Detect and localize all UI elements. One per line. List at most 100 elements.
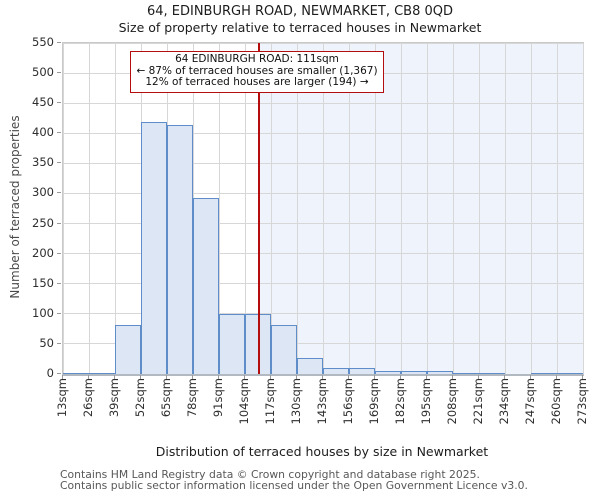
y-tick-mark (57, 42, 61, 43)
y-tick-mark (57, 132, 61, 134)
x-tick-label: 52sqm (132, 378, 147, 418)
x-tick-label: 182sqm (392, 378, 407, 425)
y-tick-mark (57, 373, 61, 374)
v-gridline (322, 43, 324, 374)
x-tick-label: 117sqm (262, 378, 277, 425)
histogram-bar (557, 372, 583, 374)
y-tick-mark (57, 72, 61, 74)
v-gridline (296, 43, 298, 374)
y-tick-label: 100 (32, 305, 54, 320)
x-tick-mark (296, 375, 297, 379)
y-tick-label: 400 (32, 125, 54, 140)
annotation-line-2: ← 87% of terraced houses are smaller (1,… (136, 64, 378, 77)
histogram-bar (349, 367, 375, 374)
y-tick-label: 300 (32, 185, 54, 200)
y-tick-label: 50 (39, 335, 54, 350)
x-tick-label: 13sqm (54, 378, 69, 418)
plot-area: 64 EDINBURGH ROAD: 111sqm ← 87% of terra… (62, 42, 584, 376)
y-axis-label: Number of terraced properties (8, 115, 22, 299)
x-tick-mark (192, 375, 193, 379)
y-tick-label: 500 (32, 65, 54, 80)
x-tick-label: 65sqm (158, 378, 173, 418)
x-tick-mark (426, 375, 427, 379)
v-gridline (88, 43, 90, 374)
v-gridline (348, 43, 350, 374)
y-tick-label: 0 (46, 366, 54, 380)
footer-attribution-2: Contains public sector information licen… (60, 479, 528, 492)
y-tick-mark (57, 312, 61, 314)
y-tick-mark (57, 162, 61, 164)
v-gridline (530, 43, 532, 374)
x-tick-mark (374, 375, 375, 379)
v-gridline (62, 43, 64, 374)
y-tick-label: 150 (32, 275, 54, 290)
x-tick-label: 221sqm (470, 378, 485, 425)
x-tick-label: 39sqm (106, 378, 121, 418)
v-gridline (478, 43, 480, 374)
x-tick-mark (530, 375, 531, 379)
y-tick-label: 550 (32, 35, 54, 49)
page-title: 64, EDINBURGH ROAD, NEWMARKET, CB8 0QD (146, 4, 454, 19)
histogram-bar (271, 324, 297, 374)
y-tick-mark (57, 222, 61, 224)
histogram-bar (297, 357, 323, 374)
x-tick-label: 78sqm (184, 378, 199, 418)
x-tick-label: 156sqm (340, 378, 355, 425)
histogram-bar (141, 122, 167, 374)
x-tick-label: 169sqm (366, 378, 381, 425)
histogram-bar (219, 313, 245, 374)
histogram-bar (453, 372, 479, 374)
histogram-bar (479, 372, 505, 374)
x-tick-mark (400, 375, 401, 379)
v-gridline (270, 43, 272, 374)
footer-attribution-1: Contains HM Land Registry data © Crown c… (60, 468, 480, 481)
x-tick-mark (478, 375, 479, 379)
y-tick-label: 250 (32, 215, 54, 230)
histogram-bar (115, 324, 141, 374)
x-tick-label: 104sqm (236, 378, 251, 425)
x-tick-label: 247sqm (522, 378, 537, 425)
histogram-bar (375, 371, 401, 374)
y-tick-mark (57, 252, 61, 254)
histogram-bar (193, 197, 219, 374)
x-tick-label: 91sqm (210, 378, 225, 418)
y-tick-label: 200 (32, 245, 54, 260)
x-tick-mark (556, 375, 557, 379)
x-tick-label: 143sqm (314, 378, 329, 425)
x-tick-mark (114, 375, 115, 379)
x-tick-label: 130sqm (288, 378, 303, 425)
x-tick-mark (452, 375, 453, 379)
y-tick-mark (57, 282, 61, 284)
x-tick-mark (244, 375, 245, 379)
y-tick-mark (57, 342, 61, 344)
x-tick-mark (270, 375, 271, 379)
v-gridline (114, 43, 116, 374)
x-tick-label: 234sqm (496, 378, 511, 425)
x-tick-label: 26sqm (80, 378, 95, 418)
x-tick-mark (322, 375, 323, 379)
x-tick-mark (62, 375, 63, 379)
x-tick-label: 260sqm (548, 378, 563, 425)
histogram-bar (63, 372, 89, 374)
annotation-line-3: 12% of terraced houses are larger (194) … (145, 76, 369, 88)
v-gridline (426, 43, 428, 374)
histogram-bar (323, 367, 349, 374)
x-tick-mark (166, 375, 167, 379)
x-tick-mark (504, 375, 505, 379)
v-gridline (400, 43, 402, 374)
v-gridline (218, 43, 220, 374)
x-axis-label: Distribution of terraced houses by size … (155, 444, 489, 459)
property-size-marker-line (258, 43, 260, 374)
v-gridline (582, 43, 584, 374)
y-tick-mark (57, 192, 61, 194)
v-gridline (452, 43, 454, 374)
chart-subtitle: Size of property relative to terraced ho… (118, 20, 482, 35)
x-tick-label: 273sqm (574, 378, 589, 425)
histogram-bar (167, 124, 193, 374)
y-tick-label: 350 (32, 155, 54, 170)
y-tick-label: 450 (32, 95, 54, 110)
larger-region-shade (260, 43, 583, 374)
annotation-box: 64 EDINBURGH ROAD: 111sqm ← 87% of terra… (130, 51, 384, 93)
x-tick-mark (218, 375, 219, 379)
x-tick-mark (582, 375, 583, 379)
